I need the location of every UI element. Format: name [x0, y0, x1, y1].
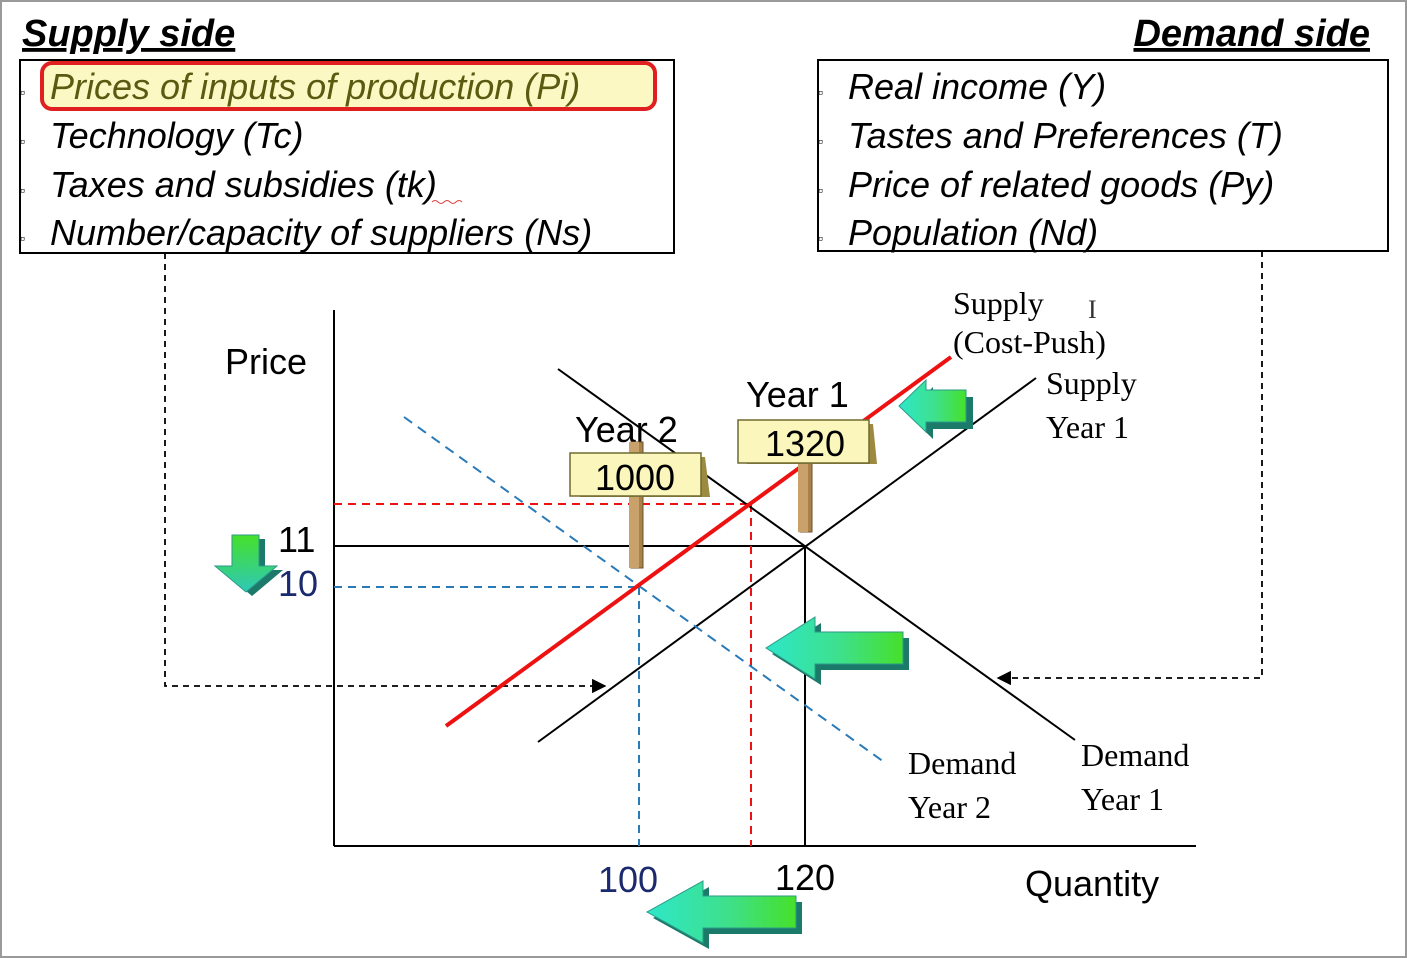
arrow-left-icon [898, 378, 973, 439]
year1-signpost [737, 419, 877, 533]
demand-year1-curve [557, 368, 1076, 741]
demand-factor-item: Price of related goods (Py) [848, 164, 1274, 205]
year2-sign-value: 1000 [595, 457, 675, 498]
price-tick-11: 11 [278, 519, 315, 560]
year2-signpost [569, 441, 710, 569]
supply-year1-label: Supply [1046, 365, 1137, 401]
demand-year2-label: Demand [908, 745, 1016, 781]
demand-year1-label: Year 1 [1081, 781, 1164, 817]
x-axis-label: Quantity [1025, 863, 1159, 904]
highlight-box [40, 61, 657, 111]
supply-cost-push-label: (Cost-Push) [953, 324, 1106, 360]
text-cursor-icon: I [1088, 295, 1097, 324]
supply-year1-label: Year 1 [1046, 409, 1129, 445]
bullet-icon: ▫ [20, 230, 25, 246]
supply-connector-line [164, 253, 607, 694]
bullet-icon: ▫ [818, 230, 823, 246]
supply-cost-push-label: Supply [953, 285, 1044, 321]
supply-cost-push-curve [444, 355, 953, 728]
supply-year1-curve [537, 377, 1037, 743]
arrow-left-icon [645, 880, 802, 949]
price-tick-10: 10 [278, 563, 318, 604]
supply-factor-item: Technology (Tc) [50, 115, 303, 156]
year1-sign-label: Year 1 [746, 374, 849, 415]
bullet-icon: ▫ [20, 133, 25, 149]
demand-year2-curve [403, 416, 885, 763]
supply-factor-item: Number/capacity of suppliers (Ns) [50, 212, 592, 253]
bullet-icon: ▫ [20, 84, 25, 100]
supply-side-heading: Supply side [22, 13, 235, 55]
bullet-icon: ▫ [818, 182, 823, 198]
bullet-icon: ▫ [818, 84, 823, 100]
demand-factor-item: Tastes and Preferences (T) [848, 115, 1283, 156]
demand-year2-label: Year 2 [908, 789, 991, 825]
quantity-tick-100: 100 [598, 859, 658, 900]
bullet-icon: ▫ [818, 133, 823, 149]
year2-sign-label: Year 2 [575, 409, 678, 450]
spellcheck-underline [431, 200, 463, 204]
demand-factors-box [817, 59, 1389, 252]
demand-factor-item: Real income (Y) [848, 66, 1106, 107]
arrow-left-icon [765, 616, 909, 685]
demand-side-heading: Demand side [1133, 13, 1370, 55]
supply-factor-item: Taxes and subsidies (tk) [50, 164, 437, 205]
demand-year1-label: Demand [1081, 737, 1189, 773]
supply-factor-item: Prices of inputs of production (Pi) [50, 66, 580, 107]
bullet-icon: ▫ [20, 182, 25, 198]
quantity-tick-120: 120 [775, 857, 835, 898]
arrow-down-icon [213, 534, 283, 596]
y-axis-label: Price [225, 341, 307, 382]
year1-sign-value: 1320 [765, 423, 845, 464]
demand-factor-item: Population (Nd) [848, 212, 1098, 253]
